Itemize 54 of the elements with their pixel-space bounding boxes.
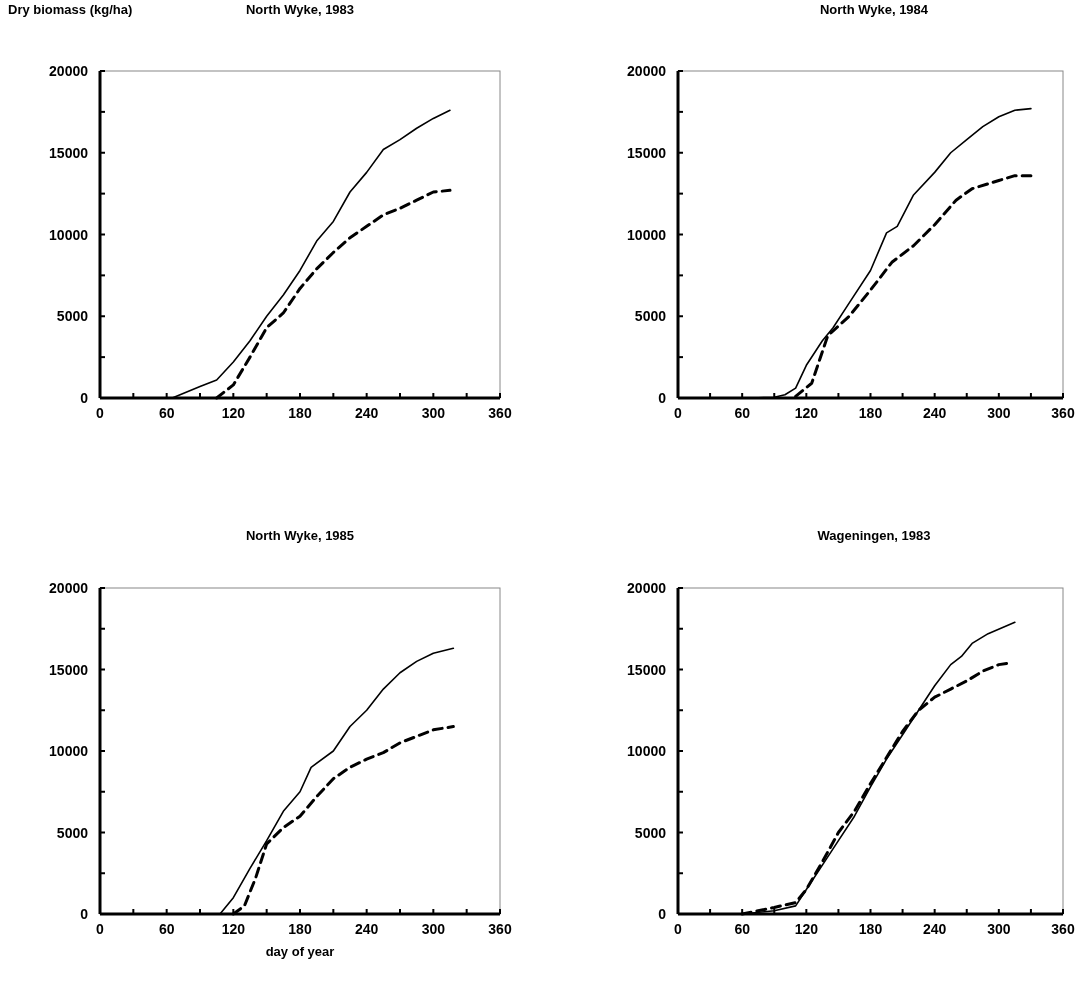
y-tick-label: 15000	[49, 144, 89, 161]
y-tick-label: 5000	[634, 824, 667, 841]
x-tick-label: 60	[734, 405, 751, 421]
y-tick-label: 20000	[627, 580, 667, 596]
x-tick-label: 120	[221, 405, 246, 421]
x-tick-label: 300	[987, 405, 1011, 421]
x-tick-label: 0	[674, 405, 683, 421]
chart-title: North Wyke, 1984	[819, 2, 929, 17]
x-tick-label: 0	[96, 921, 105, 937]
y-tick-label: 0	[80, 390, 89, 406]
x-tick-label: 360	[488, 405, 512, 421]
x-tick-label: 180	[858, 921, 883, 937]
x-tick-label: 0	[96, 405, 105, 421]
y-tick-label: 5000	[56, 824, 89, 841]
x-tick-label: 60	[158, 405, 175, 421]
x-tick-label: 180	[288, 405, 312, 421]
y-tick-label: 10000	[49, 226, 89, 243]
x-tick-label: 180	[858, 405, 883, 421]
y-tick-label: 0	[658, 390, 667, 406]
x-tick-label: 300	[987, 921, 1011, 937]
y-tick-label: 5000	[56, 308, 89, 325]
x-tick-label: 300	[421, 405, 446, 421]
x-tick-label: 60	[158, 921, 175, 937]
x-tick-label: 360	[488, 921, 512, 937]
y-tick-label: 20000	[49, 63, 89, 79]
y-tick-label: 10000	[627, 226, 667, 243]
y-tick-label: 15000	[49, 661, 89, 678]
y-tick-label: 10000	[627, 743, 667, 759]
y-tick-label: 15000	[627, 661, 667, 678]
y-tick-label: 5000	[634, 308, 667, 325]
x-tick-label: 0	[674, 921, 683, 937]
chart-title: Wageningen, 1983	[817, 528, 931, 543]
x-tick-label: 360	[1051, 405, 1075, 421]
y-tick-label: 15000	[627, 144, 667, 161]
y-axis-title: Dry biomass (kg/ha)	[8, 2, 133, 17]
x-tick-label: 120	[221, 921, 246, 937]
x-tick-label: 240	[922, 921, 947, 937]
y-tick-label: 0	[80, 906, 89, 922]
x-tick-label: 240	[354, 405, 379, 421]
x-tick-label: 120	[794, 405, 819, 421]
x-tick-label: 60	[734, 921, 751, 937]
x-tick-label: 240	[922, 405, 947, 421]
chart-title: North Wyke, 1985	[245, 528, 355, 543]
x-tick-label: 120	[794, 921, 819, 937]
x-tick-label: 180	[288, 921, 312, 937]
chart-title: North Wyke, 1983	[245, 2, 355, 17]
y-tick-label: 20000	[627, 63, 667, 79]
x-tick-label: 240	[354, 921, 379, 937]
y-tick-label: 0	[658, 906, 667, 922]
y-tick-label: 20000	[49, 580, 89, 596]
x-axis-title: day of year	[265, 944, 335, 959]
x-tick-label: 300	[421, 921, 446, 937]
x-tick-label: 360	[1051, 921, 1075, 937]
y-tick-label: 10000	[49, 743, 89, 759]
